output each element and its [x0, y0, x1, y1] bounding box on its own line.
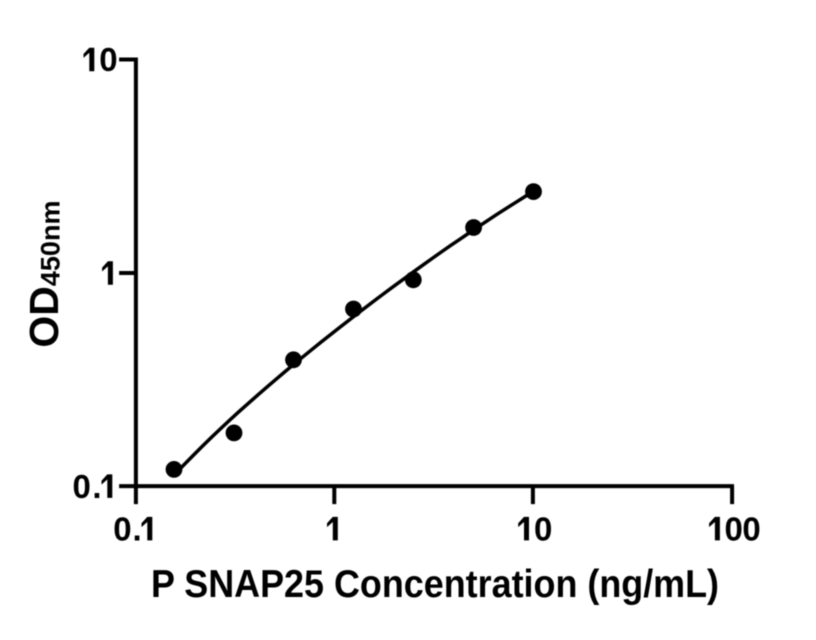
svg-text:0: 0: [725, 510, 743, 547]
svg-text:0: 0: [99, 41, 117, 78]
svg-text:0: 0: [73, 468, 91, 505]
svg-text:P SNAP25 Concentration (ng/mL): P SNAP25 Concentration (ng/mL): [151, 563, 719, 606]
svg-text:.: .: [92, 468, 101, 505]
svg-text:0: 0: [113, 510, 131, 547]
svg-text:0: 0: [742, 510, 760, 547]
svg-text:.: .: [133, 510, 142, 547]
svg-text:0: 0: [534, 510, 552, 547]
